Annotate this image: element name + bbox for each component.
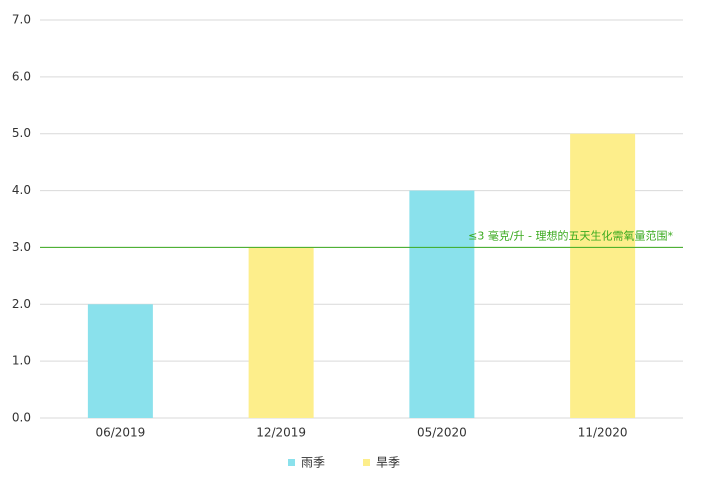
bar [570,133,636,418]
bar [248,247,314,418]
y-tick-label: 6.0 [12,69,31,83]
legend-label: 雨季 [301,456,325,470]
y-tick-label: 1.0 [12,354,31,368]
y-tick-label: 3.0 [12,240,31,254]
y-tick-label: 5.0 [12,126,31,140]
legend-label: 旱季 [376,456,400,470]
reference-label: ≤3 毫克/升 - 理想的五天生化需氧量范围* [468,228,673,242]
legend-swatch [363,459,370,466]
x-tick-label: 11/2020 [578,426,628,440]
y-tick-label: 0.0 [12,411,31,425]
bar [409,190,475,418]
x-tick-label: 05/2020 [417,426,467,440]
x-tick-label: 06/2019 [95,426,145,440]
x-tick-label: 12/2019 [256,426,306,440]
y-tick-label: 2.0 [12,297,31,311]
y-tick-label: 4.0 [12,183,31,197]
y-tick-label: 7.0 [12,13,31,27]
bar [87,304,153,418]
legend-swatch [288,459,295,466]
